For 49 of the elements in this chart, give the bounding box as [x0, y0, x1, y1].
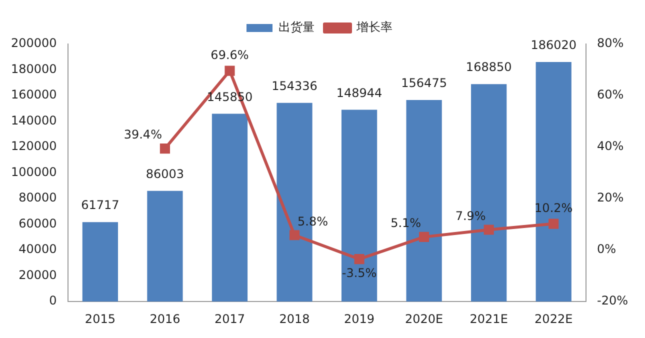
point	[160, 144, 170, 154]
bar	[147, 190, 183, 302]
point	[484, 224, 494, 235]
data-label: 168850	[466, 60, 512, 74]
y-tick-label: 60000	[18, 216, 57, 230]
x-tick-label: 2017	[214, 312, 246, 326]
y-tick-label: 20000	[18, 268, 57, 282]
point	[419, 232, 430, 242]
x-tick-label: 2018	[279, 312, 310, 326]
x-tick-label: 2022E	[534, 312, 573, 326]
y-tick-label: 180000	[10, 62, 57, 76]
data-label: 69.6%	[210, 48, 249, 62]
y-tick-label: 200000	[10, 36, 57, 50]
legend-label: 出货量	[278, 20, 314, 34]
data-label: -3.5%	[342, 266, 377, 280]
y-tick-label: 120000	[10, 139, 57, 154]
bar	[82, 222, 118, 302]
point	[289, 230, 300, 240]
y-tick-label: 0	[49, 294, 57, 308]
data-label: 156475	[401, 76, 447, 90]
y2-tick-label: 60%	[597, 88, 624, 102]
y-tick-label: 40000	[18, 242, 57, 256]
data-label: 86003	[146, 166, 184, 181]
legend-label: 增长率	[356, 20, 392, 34]
y2-tick-label: -20%	[597, 294, 628, 308]
point	[224, 66, 235, 76]
data-label: 61717	[81, 198, 120, 212]
x-tick-label: 2015	[84, 312, 116, 326]
y-tick-label: 80000	[18, 190, 57, 205]
x-tick-label: 2020E	[405, 312, 444, 326]
y-tick-label: 140000	[10, 113, 57, 128]
point	[548, 218, 559, 229]
x-tick-label: 2016	[150, 312, 180, 326]
data-label: 186020	[530, 38, 577, 52]
data-label: 148944	[336, 86, 382, 100]
data-label: 39.4%	[124, 128, 162, 142]
point	[354, 254, 364, 264]
y2-tick-label: 0%	[597, 242, 616, 256]
x-tick-label: 2021E	[470, 312, 508, 326]
y-tick-label: 100000	[10, 164, 57, 179]
bar	[212, 114, 248, 302]
y-tick-label: 160000	[10, 88, 57, 102]
x-tick-label: 2019	[344, 312, 375, 326]
y2-tick-label: 80%	[597, 36, 624, 50]
data-label: 154336	[272, 78, 318, 93]
bar	[341, 110, 378, 302]
bar	[536, 62, 572, 302]
y2-tick-label: 20%	[597, 190, 624, 205]
y2-tick-label: 40%	[597, 139, 624, 154]
